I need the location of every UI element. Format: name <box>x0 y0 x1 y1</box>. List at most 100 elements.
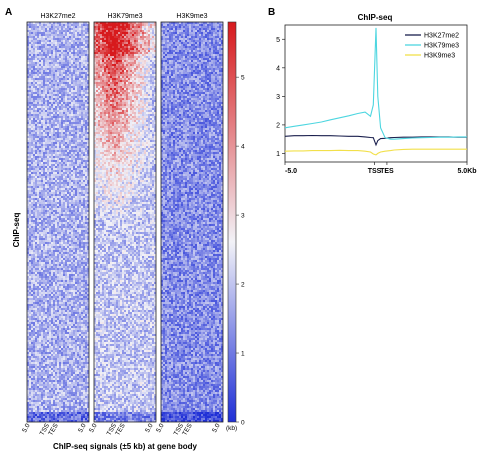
heatmap-cell <box>71 238 73 240</box>
heatmap-cell <box>41 138 43 140</box>
heatmap-cell <box>55 198 57 200</box>
heatmap-cell <box>43 116 45 118</box>
heatmap-cell <box>55 228 57 230</box>
heatmap-cell <box>73 140 75 142</box>
heatmap-cell <box>31 302 33 304</box>
heatmap-cell <box>75 46 77 48</box>
heatmap-cell <box>57 42 59 44</box>
heatmap-cell <box>55 160 57 162</box>
heatmap-cell <box>31 94 33 96</box>
heatmap-cell <box>87 140 89 142</box>
heatmap-cell <box>53 286 55 288</box>
heatmap-cell <box>61 48 63 50</box>
heatmap-cell <box>47 200 49 202</box>
heatmap-cell <box>59 160 61 162</box>
heatmap-cell <box>75 210 77 212</box>
heatmap-cell <box>55 298 57 300</box>
heatmap-cell <box>57 138 59 140</box>
heatmap-cell <box>43 74 45 76</box>
heatmap-cell <box>59 76 61 78</box>
heatmap-cell <box>55 26 57 28</box>
heatmap-cell <box>55 254 57 256</box>
heatmap-cell <box>63 296 65 298</box>
heatmap-cell <box>55 242 57 244</box>
heatmap-cell <box>39 126 41 128</box>
heatmap-cell <box>69 102 71 104</box>
heatmap-cell <box>29 300 31 302</box>
heatmap-cell <box>63 238 65 240</box>
heatmap-cell <box>75 138 77 140</box>
heatmap-cell <box>53 142 55 144</box>
heatmap-cell <box>55 76 57 78</box>
heatmap-cell <box>77 338 79 340</box>
heatmap-cell <box>77 322 79 324</box>
heatmap-cell <box>65 70 67 72</box>
heatmap-cell <box>49 330 51 332</box>
heatmap-cell <box>79 70 81 72</box>
heatmap-cell <box>79 216 81 218</box>
heatmap-cell <box>43 330 45 332</box>
heatmap-cell <box>35 136 37 138</box>
heatmap-cell <box>27 338 29 340</box>
heatmap-cell <box>49 44 51 46</box>
heatmap-cell <box>73 28 75 30</box>
heatmap-cell <box>79 208 81 210</box>
heatmap-cell <box>51 52 53 54</box>
heatmap-cell <box>83 256 85 258</box>
heatmap-cell <box>53 102 55 104</box>
heatmap-cell <box>53 38 55 40</box>
heatmap-cell <box>61 286 63 288</box>
heatmap-cell <box>83 94 85 96</box>
heatmap-cell <box>59 90 61 92</box>
heatmap-cell <box>33 60 35 62</box>
heatmap-cell <box>77 182 79 184</box>
heatmap-cell <box>57 152 59 154</box>
heatmap-cell <box>39 266 41 268</box>
heatmap-cell <box>49 112 51 114</box>
heatmap-cell <box>71 190 73 192</box>
heatmap-cell <box>85 108 87 110</box>
heatmap-cell <box>31 328 33 330</box>
heatmap-cell <box>39 116 41 118</box>
heatmap-cell <box>57 24 59 26</box>
heatmap-cell <box>69 260 71 262</box>
heatmap-cell <box>37 38 39 40</box>
heatmap-cell <box>63 36 65 38</box>
heatmap-cell <box>79 110 81 112</box>
heatmap-cell <box>63 154 65 156</box>
heatmap-cell <box>47 100 49 102</box>
heatmap-cell <box>45 170 47 172</box>
heatmap-cell <box>67 236 69 238</box>
heatmap-cell <box>73 54 75 56</box>
heatmap-cell <box>27 84 29 86</box>
heatmap-cell <box>63 60 65 62</box>
heatmap-cell <box>51 280 53 282</box>
heatmap-cell <box>49 318 51 320</box>
heatmap-cell <box>75 80 77 82</box>
heatmap-cell <box>71 308 73 310</box>
heatmap-cell <box>41 104 43 106</box>
heatmap-cell <box>77 100 79 102</box>
heatmap-cell <box>31 286 33 288</box>
heatmap-cell <box>57 38 59 40</box>
heatmap-cell <box>71 182 73 184</box>
heatmap-cell <box>69 180 71 182</box>
heatmap-cell <box>69 136 71 138</box>
heatmap-cell <box>45 136 47 138</box>
heatmap-cell <box>27 62 29 64</box>
heatmap-cell <box>29 160 31 162</box>
heatmap-cell <box>53 316 55 318</box>
heatmap-cell <box>35 118 37 120</box>
heatmap-cell <box>77 276 79 278</box>
heatmap-cell <box>65 90 67 92</box>
heatmap-cell <box>61 80 63 82</box>
heatmap-cell <box>61 88 63 90</box>
heatmap-cell <box>67 142 69 144</box>
heatmap-cell <box>39 32 41 34</box>
heatmap-cell <box>51 104 53 106</box>
heatmap-cell <box>59 96 61 98</box>
heatmap-cell <box>61 24 63 26</box>
heatmap-cell <box>47 22 49 24</box>
heatmap-cell <box>81 72 83 74</box>
heatmap-cell <box>71 162 73 164</box>
